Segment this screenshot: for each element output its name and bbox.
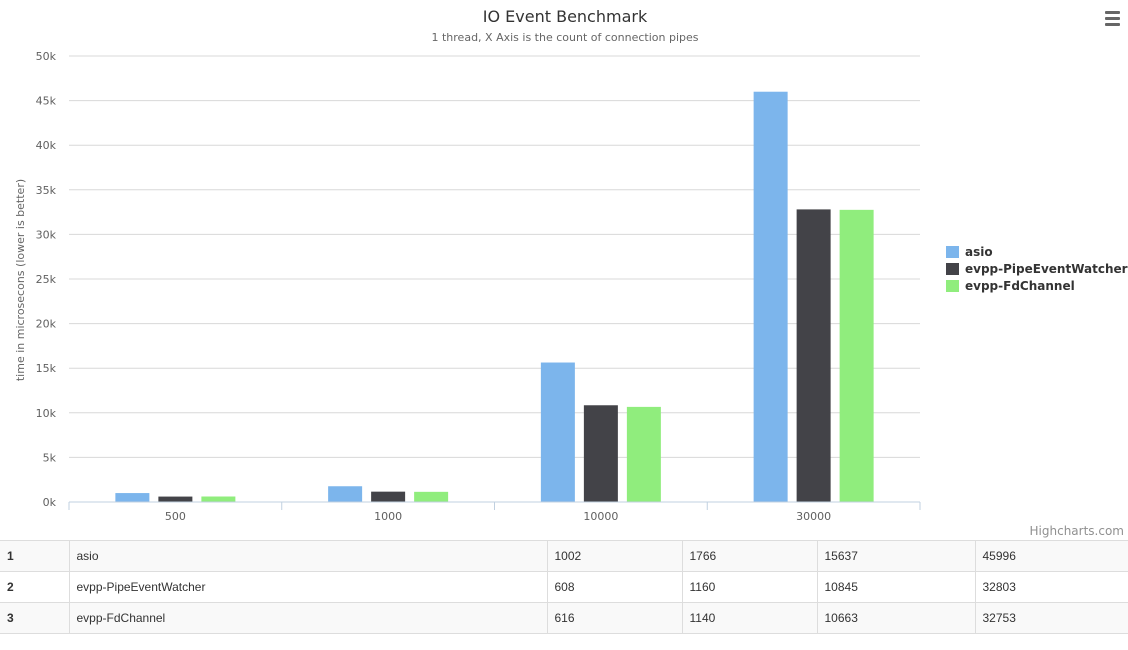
legend-swatch: [946, 280, 959, 292]
legend-swatch: [946, 246, 959, 258]
y-tick-label: 25k: [36, 273, 57, 286]
x-tick-label: 1000: [374, 510, 402, 523]
bar-evpp-FdChannel-1000: [414, 491, 449, 502]
chart-subtitle: 1 thread, X Axis is the count of connect…: [432, 31, 699, 44]
row-series-name: asio: [68, 540, 547, 572]
chart-area: IO Event Benchmark 1 thread, X Axis is t…: [14, 7, 1128, 538]
row-series-name: evpp-FdChannel: [68, 602, 547, 634]
chart-menu-icon[interactable]: [1100, 8, 1126, 30]
bars: [115, 91, 874, 502]
row-value: 10845: [816, 571, 975, 603]
x-tick-label: 30000: [796, 510, 831, 523]
row-value: 10663: [816, 602, 975, 634]
row-index: 2: [0, 571, 69, 603]
y-tick-label: 5k: [43, 451, 57, 464]
x-axis: 500 1000 10000 30000: [68, 501, 921, 523]
bar-asio-30000: [753, 91, 788, 502]
y-tick-label: 45k: [36, 95, 57, 108]
grid-lines: [69, 55, 920, 458]
row-value: 15637: [816, 540, 975, 572]
y-tick-label: 50k: [36, 50, 57, 63]
row-index: 3: [0, 602, 69, 634]
row-value: 1002: [546, 540, 682, 572]
bar-asio-10000: [540, 362, 575, 502]
data-table: 1 asio 1002 1766 15637 45996 2 evpp-Pipe…: [0, 540, 1128, 634]
bar-asio-500: [115, 493, 150, 502]
y-tick-label: 10k: [36, 407, 57, 420]
row-value: 1160: [681, 571, 817, 603]
chart-title: IO Event Benchmark: [483, 7, 648, 26]
bar-evpp-PipeEventWatcher-10000: [583, 405, 618, 502]
legend-item: evpp-FdChannel: [965, 279, 1075, 293]
y-axis-ticks: 0k 5k 10k 15k 20k 25k 30k 35k 40k 45k 50k: [36, 50, 57, 509]
table-row: 3 evpp-FdChannel 616 1140 10663 32753: [0, 602, 1128, 634]
y-tick-label: 40k: [36, 139, 57, 152]
legend-item: evpp-PipeEventWatcher: [965, 262, 1128, 276]
x-tick-label: 500: [165, 510, 186, 523]
row-series-name: evpp-PipeEventWatcher: [68, 571, 547, 603]
legend-item: asio: [965, 245, 993, 259]
y-tick-label: 30k: [36, 228, 57, 241]
bar-evpp-PipeEventWatcher-1000: [371, 491, 406, 502]
row-value: 1140: [681, 602, 817, 634]
bar-evpp-FdChannel-500: [201, 496, 236, 502]
bar-asio-1000: [328, 486, 363, 502]
row-value: 616: [546, 602, 682, 634]
table-row: 2 evpp-PipeEventWatcher 608 1160 10845 3…: [0, 571, 1128, 603]
row-value: 32753: [974, 602, 1128, 634]
row-value: 608: [546, 571, 682, 603]
legend-swatch: [946, 263, 959, 275]
y-tick-label: 35k: [36, 184, 57, 197]
credits-link[interactable]: Highcharts.com: [1030, 524, 1124, 538]
y-tick-label: 20k: [36, 318, 57, 331]
bar-evpp-PipeEventWatcher-30000: [796, 209, 831, 502]
row-value: 1766: [681, 540, 817, 572]
y-axis-label: time in microsecons (lower is better): [14, 179, 27, 381]
bar-evpp-FdChannel-10000: [626, 406, 661, 502]
legend: asio evpp-PipeEventWatcher evpp-FdChannel: [946, 245, 1128, 293]
row-value: 45996: [974, 540, 1128, 572]
y-tick-label: 15k: [36, 362, 57, 375]
bar-evpp-PipeEventWatcher-500: [158, 496, 193, 502]
bar-evpp-FdChannel-30000: [839, 209, 874, 502]
row-value: 32803: [974, 571, 1128, 603]
table-row: 1 asio 1002 1766 15637 45996: [0, 540, 1128, 572]
bar-chart: IO Event Benchmark 1 thread, X Axis is t…: [14, 7, 1128, 538]
row-index: 1: [0, 540, 69, 572]
x-tick-label: 10000: [583, 510, 618, 523]
y-tick-label: 0k: [43, 496, 57, 509]
